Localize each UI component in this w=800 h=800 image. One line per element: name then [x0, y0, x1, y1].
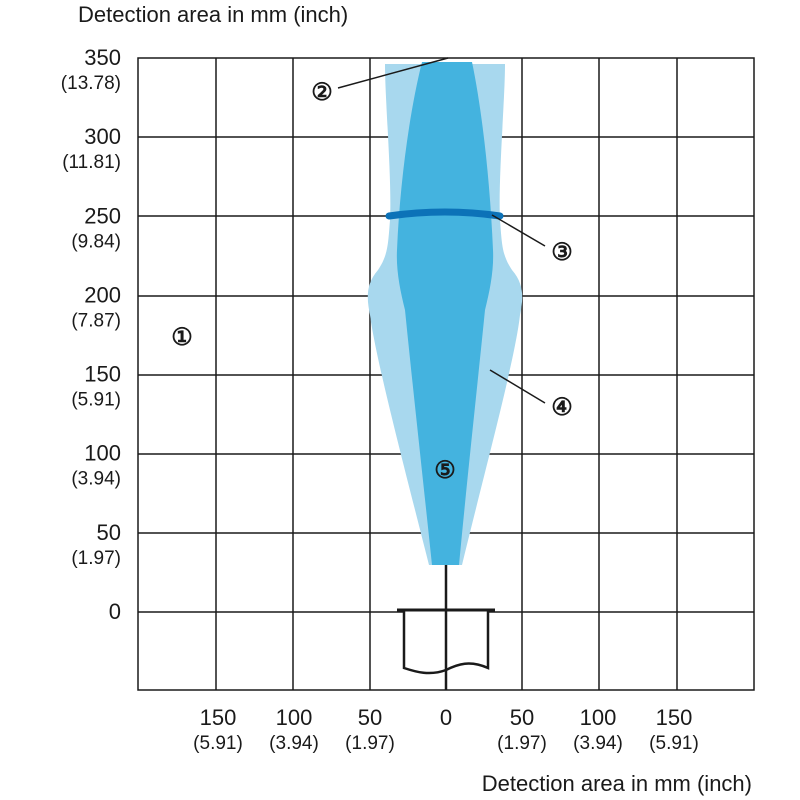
y-tick-label-mm: 50: [97, 520, 121, 545]
top-axis-title: Detection area in mm (inch): [78, 2, 348, 27]
y-tick-label-inch: (13.78): [61, 73, 121, 94]
callout-4: ④: [551, 394, 573, 421]
y-tick-label-mm: 150: [84, 362, 121, 387]
x-tick-label-inch: (1.97): [497, 733, 547, 754]
y-tick-label-mm: 350: [84, 45, 121, 70]
callout-2: ②: [311, 79, 333, 106]
y-tick-label-inch: (7.87): [71, 310, 121, 331]
x-axis-labels: 150 (5.91) 100 (3.94) 50 (1.97) 0 50 (1.97) 100 (3…: [193, 705, 699, 754]
bottom-axis-title: Detection area in mm (inch): [482, 771, 752, 796]
y-tick-label-mm: 200: [84, 282, 121, 307]
x-tick-label-mm: 0: [440, 705, 452, 730]
x-tick-label-inch: (5.91): [649, 733, 699, 754]
y-axis-labels: 350 (13.78) 300 (11.81) 250 (9.84) 200 (7.87) 15…: [61, 45, 121, 624]
y-tick-label-inch: (11.81): [62, 152, 121, 173]
x-tick-label-mm: 150: [200, 705, 237, 730]
x-tick-label-mm: 150: [656, 705, 693, 730]
leader-line-3: [491, 214, 546, 247]
x-tick-label-inch: (3.94): [269, 733, 319, 754]
x-tick-label-mm: 100: [580, 705, 617, 730]
x-tick-label-inch: (5.91): [193, 733, 243, 754]
callout-1: ①: [171, 324, 193, 351]
y-tick-label-mm: 100: [84, 441, 121, 466]
x-tick-label-inch: (1.97): [345, 733, 395, 754]
y-tick-label-inch: (1.97): [71, 548, 121, 569]
y-tick-label-mm: 250: [84, 203, 121, 228]
x-tick-label-mm: 50: [510, 705, 534, 730]
leader-line-4: [489, 369, 546, 404]
y-tick-label-inch: (5.91): [71, 390, 121, 411]
sensor: [397, 565, 495, 690]
x-tick-label-mm: 50: [358, 705, 382, 730]
inner-detection-zone: [396, 62, 494, 565]
leader-lines: [337, 57, 546, 404]
leader-line-2: [337, 57, 449, 89]
y-tick-label-mm: 300: [84, 124, 121, 149]
y-tick-label-inch: (3.94): [71, 469, 121, 490]
y-tick-label-inch: (9.84): [71, 231, 121, 252]
x-tick-label-mm: 100: [276, 705, 313, 730]
range-ring: [385, 208, 504, 220]
callout-3: ③: [551, 239, 573, 266]
y-tick-label-mm: 0: [109, 599, 121, 624]
x-tick-label-inch: (3.94): [573, 733, 623, 754]
callout-5: ⑤: [434, 457, 456, 484]
